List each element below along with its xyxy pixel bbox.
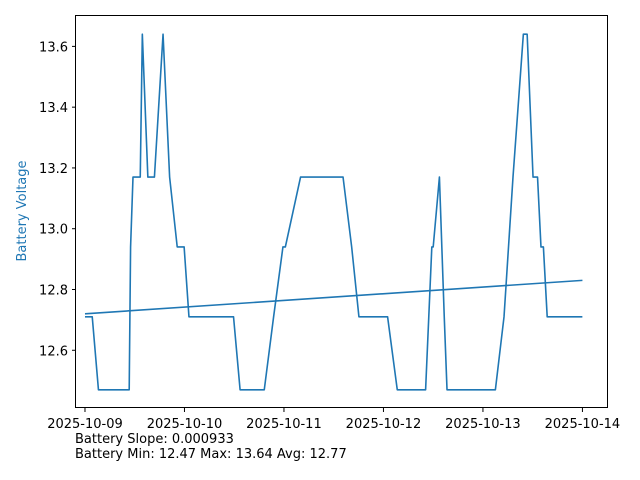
y-tick-label: 13.0	[39, 223, 68, 238]
x-axis: 2025-10-09 2025-10-10 2025-10-11 2025-10-12…	[47, 408, 620, 432]
y-tick-label: 12.8	[39, 283, 68, 298]
x-tick-label: 2025-10-11	[246, 417, 322, 432]
y-axis: 12.6 12.8 13.0 13.2 13.4 13.6	[39, 40, 76, 359]
minmax-avg-text: Battery Min: 12.47 Max: 13.64 Avg: 12.77	[75, 447, 347, 462]
plot-frame	[75, 15, 608, 408]
trend-line	[84, 279, 583, 315]
x-tick-label: 2025-10-13	[445, 417, 521, 432]
y-tick-label: 13.4	[39, 101, 68, 116]
x-tick-label: 2025-10-10	[147, 417, 223, 432]
stats-block: Battery Slope: 0.000933 Battery Min: 12.…	[75, 432, 347, 462]
y-tick-label: 12.6	[39, 344, 68, 359]
x-tick-label: 2025-10-09	[47, 417, 123, 432]
y-axis-label: Battery Voltage	[15, 160, 30, 261]
y-tick-label: 13.6	[39, 40, 68, 55]
slope-text: Battery Slope: 0.000933	[75, 432, 234, 447]
y-tick-label: 13.2	[39, 162, 68, 177]
x-tick-label: 2025-10-14	[545, 417, 621, 432]
plot-content	[84, 33, 583, 391]
x-tick-label: 2025-10-12	[346, 417, 422, 432]
voltage-series-line	[84, 33, 583, 391]
